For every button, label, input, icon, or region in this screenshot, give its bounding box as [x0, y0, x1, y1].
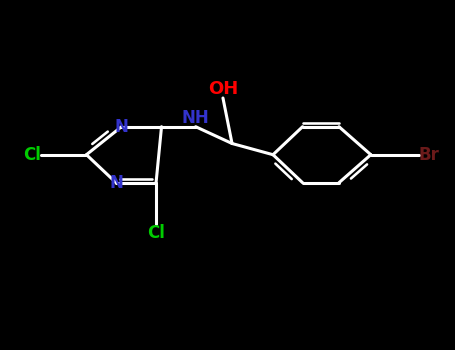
Text: N: N [115, 118, 128, 136]
Text: NH: NH [182, 109, 209, 127]
Text: Cl: Cl [147, 224, 165, 242]
Text: Br: Br [419, 146, 440, 164]
Text: OH: OH [208, 80, 238, 98]
Text: N: N [109, 174, 123, 192]
Text: Cl: Cl [23, 146, 41, 164]
